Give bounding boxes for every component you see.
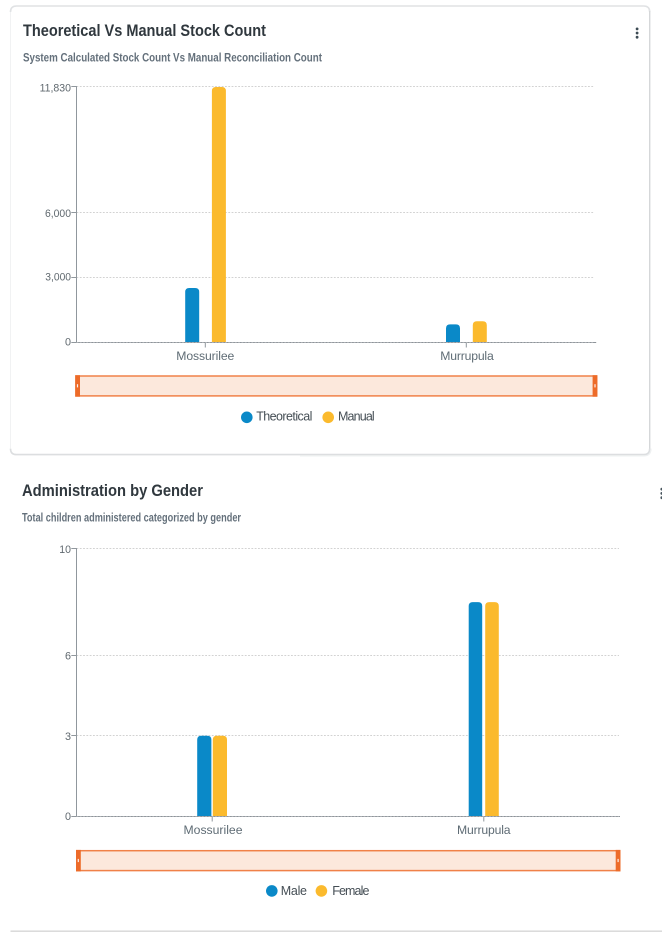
- svg-text:Administration by Gender: Administration by Gender: [22, 482, 204, 500]
- svg-text:Theoretical: Theoretical: [256, 410, 312, 424]
- svg-text:6,000: 6,000: [45, 208, 71, 220]
- svg-text:Mossurilee: Mossurilee: [184, 823, 243, 837]
- svg-text:3: 3: [65, 731, 71, 743]
- svg-text:Murrupula: Murrupula: [457, 823, 511, 837]
- svg-text:Murrupula: Murrupula: [440, 349, 494, 363]
- svg-text:Manual: Manual: [338, 410, 375, 424]
- svg-text:11,830: 11,830: [40, 82, 71, 94]
- svg-text:6: 6: [65, 651, 71, 663]
- svg-text:3,000: 3,000: [45, 272, 71, 284]
- svg-text:0: 0: [65, 337, 71, 349]
- svg-text:Male: Male: [281, 884, 307, 898]
- svg-text:Theoretical Vs Manual Stock Co: Theoretical Vs Manual Stock Count: [23, 22, 267, 40]
- svg-text:Female: Female: [332, 884, 369, 898]
- svg-text:Total children administered ca: Total children administered categorized …: [22, 512, 241, 524]
- svg-text:System Calculated Stock Count: System Calculated Stock Count Vs Manual …: [23, 52, 322, 64]
- svg-text:10: 10: [59, 544, 71, 556]
- svg-text:Mossurilee: Mossurilee: [176, 349, 234, 363]
- svg-text:0: 0: [65, 811, 71, 823]
